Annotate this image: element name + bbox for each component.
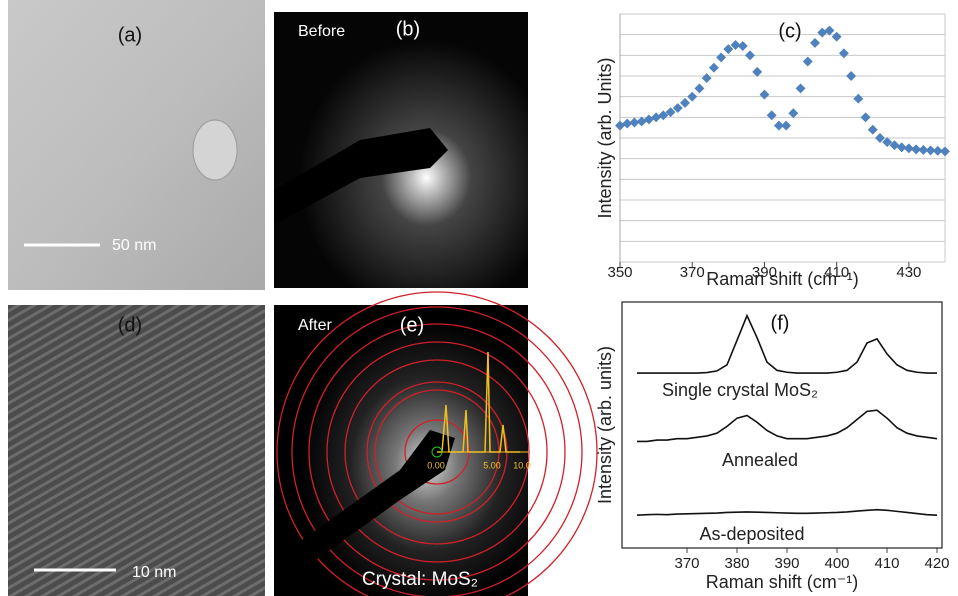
x-tick-label: 350 bbox=[607, 264, 632, 281]
point bbox=[615, 121, 625, 131]
x-tick-label: 410 bbox=[874, 555, 899, 572]
x-tick-label: 400 bbox=[824, 555, 849, 572]
axis-label: 0.00 bbox=[427, 460, 445, 470]
point bbox=[817, 28, 827, 38]
point bbox=[940, 146, 950, 156]
panel-label: (c) bbox=[778, 20, 801, 42]
y-axis-title: Intensity (arb. units) bbox=[595, 346, 615, 504]
point bbox=[796, 83, 806, 93]
point bbox=[803, 57, 813, 67]
point bbox=[752, 67, 762, 77]
axis-label: 5.00 bbox=[483, 460, 501, 470]
panel-label: (e) bbox=[400, 314, 424, 336]
point bbox=[868, 125, 878, 135]
x-axis-title: Raman shift (cm⁻¹) bbox=[706, 269, 859, 289]
point bbox=[788, 108, 798, 118]
x-tick-label: 370 bbox=[680, 264, 705, 281]
panel-label: (b) bbox=[396, 18, 420, 40]
point bbox=[651, 112, 661, 122]
point bbox=[846, 71, 856, 81]
panel-caption: Crystal: MoS₂ bbox=[362, 569, 478, 590]
particle bbox=[193, 120, 237, 180]
x-tick-label: 430 bbox=[896, 264, 921, 281]
point bbox=[767, 110, 777, 120]
x-tick-label: 390 bbox=[774, 555, 799, 572]
point bbox=[824, 26, 834, 36]
curve-label: As-deposited bbox=[699, 524, 804, 544]
x-tick-label: 370 bbox=[674, 555, 699, 572]
page: {"panels": { "a": {"label": "(a)", "scal… bbox=[0, 0, 958, 596]
point bbox=[716, 52, 726, 62]
point bbox=[702, 73, 712, 83]
point bbox=[694, 83, 704, 93]
point bbox=[738, 41, 748, 51]
x-tick-label: 380 bbox=[724, 555, 749, 572]
panel-note: After bbox=[298, 317, 332, 334]
y-axis-title: Intensity (arb. Units) bbox=[595, 57, 615, 218]
point bbox=[810, 38, 820, 48]
scale-label: 50 nm bbox=[112, 237, 156, 254]
point bbox=[680, 98, 690, 108]
panel-a: (a) 50 nm bbox=[8, 0, 265, 290]
point bbox=[637, 117, 647, 127]
point bbox=[687, 92, 697, 102]
point bbox=[759, 90, 769, 100]
x-tick-label: 420 bbox=[924, 555, 949, 572]
point bbox=[861, 112, 871, 122]
scale-label: 10 nm bbox=[132, 564, 176, 581]
panel-label: (f) bbox=[771, 312, 790, 334]
panel-e: 0.00 5.00 10.0 After (e) Crystal: MoS₂ bbox=[274, 292, 597, 596]
charts: 350 370 390 410 430 Raman shift (cm⁻¹) Intensi… bbox=[595, 14, 950, 592]
line bbox=[637, 410, 937, 441]
figure: (a) 50 nm Before (b) (d) 10 nm 0.00 5.00… bbox=[0, 0, 958, 596]
point bbox=[839, 48, 849, 58]
point bbox=[853, 94, 863, 104]
line bbox=[637, 510, 937, 515]
point bbox=[709, 63, 719, 73]
shade bbox=[8, 305, 265, 596]
point bbox=[644, 114, 654, 124]
point bbox=[781, 121, 791, 131]
curve-label: Annealed bbox=[722, 450, 798, 470]
panel-label: (d) bbox=[118, 314, 142, 336]
panel-d: (d) 10 nm bbox=[8, 305, 265, 596]
curve-label: Single crystal MoS₂ bbox=[662, 380, 818, 400]
panel-b: Before (b) bbox=[274, 12, 528, 288]
panel-label: (a) bbox=[118, 24, 142, 46]
point bbox=[745, 50, 755, 60]
axis-label: 10.0 bbox=[513, 460, 531, 470]
panel-note: Before bbox=[298, 23, 345, 40]
x-axis-title: Raman shift (cm⁻¹) bbox=[706, 572, 859, 592]
point bbox=[832, 32, 842, 42]
